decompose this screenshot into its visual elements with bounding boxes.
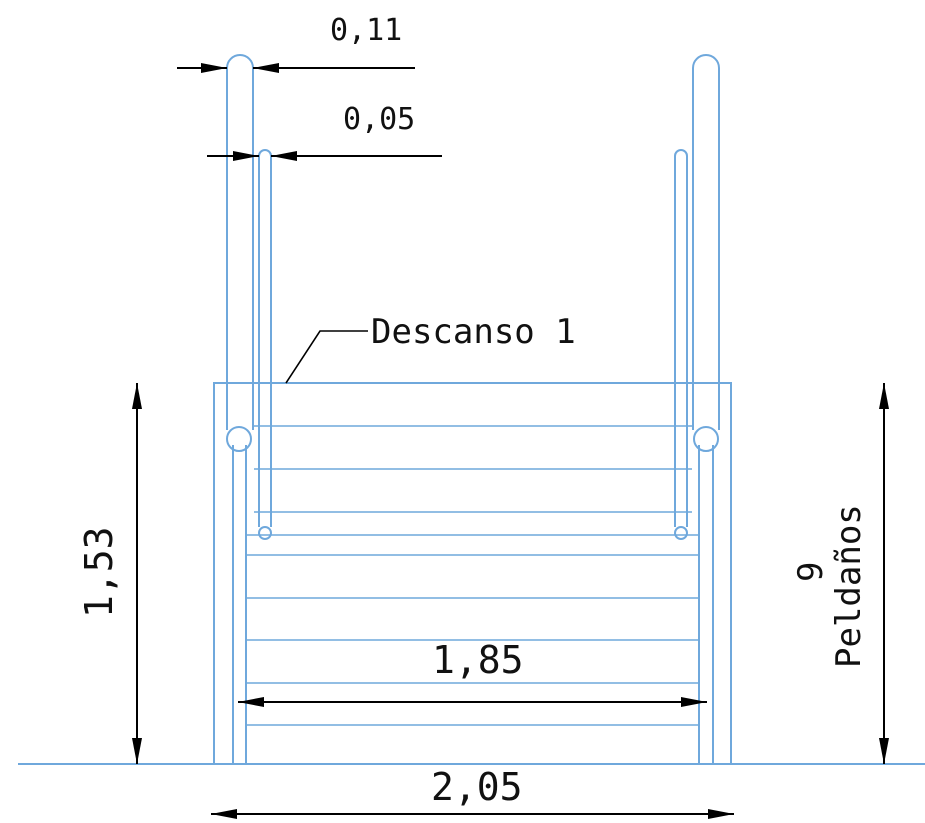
step-word-label: Peldaños	[829, 504, 869, 668]
dimension-height: 1,53	[77, 383, 142, 764]
step-count-label: 9	[791, 562, 831, 582]
right-inner-handrail	[674, 149, 688, 540]
left-outer-handrail-base	[226, 426, 252, 452]
left-outer-handrail	[226, 54, 254, 452]
landing-callout: Descanso 1	[285, 312, 576, 384]
stair-frame	[213, 382, 732, 764]
stair-steps	[246, 425, 699, 726]
left-inner-handrail	[258, 149, 272, 540]
left-inner-handrail-base	[258, 526, 272, 540]
dimension-handrail-outer-width: 0,11	[177, 13, 415, 73]
dimension-handrail-inner-width: 0,05	[207, 102, 442, 161]
inner-width-label: 1,85	[432, 638, 524, 682]
dimension-step-count: 9 Peldaños	[791, 383, 889, 764]
height-label: 1,53	[77, 526, 121, 618]
landing-label: Descanso 1	[371, 312, 576, 352]
handrail-inner-width-label: 0,05	[343, 102, 415, 137]
outer-width-label: 2,05	[431, 765, 523, 809]
handrail-outer-width-label: 0,11	[330, 13, 402, 48]
right-inner-handrail-base	[674, 526, 688, 540]
dimension-inner-width: 1,85	[238, 638, 707, 707]
dimension-outer-width: 2,05	[211, 765, 734, 819]
right-outer-handrail-base	[693, 426, 719, 452]
right-outer-handrail	[692, 54, 720, 452]
